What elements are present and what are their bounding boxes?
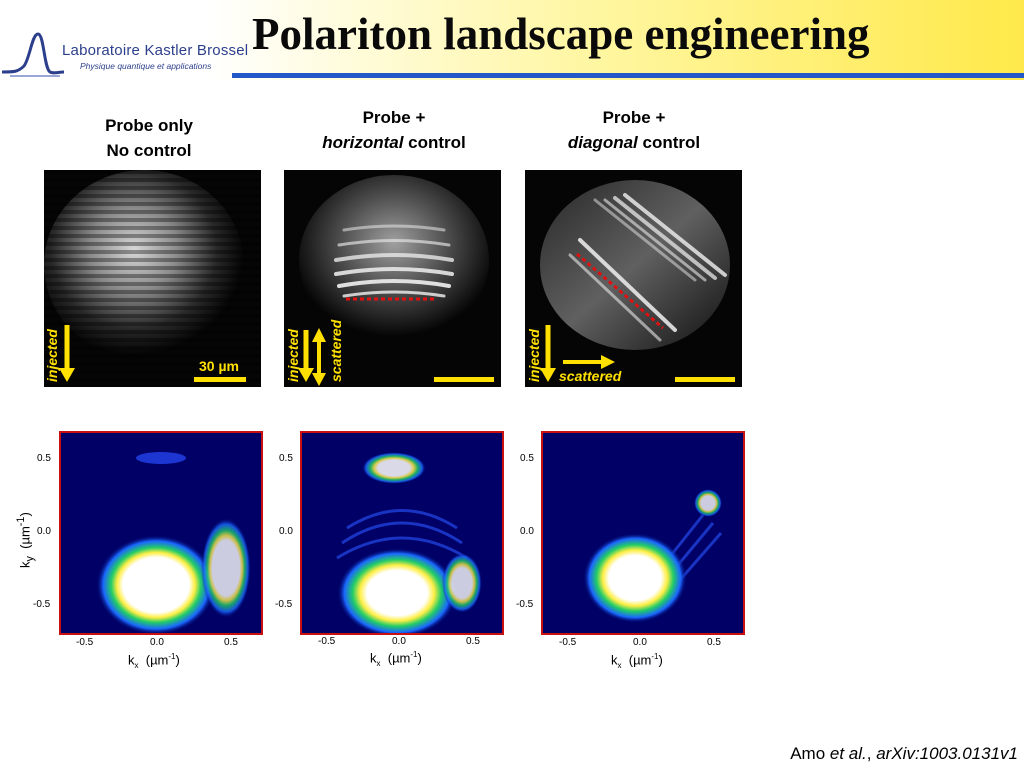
citation-etal: et al. (829, 744, 867, 763)
y-tick: 0.0 (37, 526, 51, 537)
x-tick: 0.5 (707, 637, 721, 648)
injected-label: injected (526, 329, 542, 382)
column-header-italic: diagonal (567, 133, 638, 152)
column-header-rest: control (403, 133, 466, 152)
slide-title: Polariton landscape engineering (252, 9, 870, 59)
injected-label: injected (285, 329, 301, 382)
real-space-image-horizontal-control: injected scattered (284, 170, 501, 387)
injected-arrow-icon (59, 325, 246, 382)
column-header-line1: Probe only (105, 116, 193, 135)
real-space-image-diagonal-control: injected scattered (525, 170, 742, 387)
column-header-diagonal-control: Probe + diagonal control (534, 105, 734, 155)
scattered-label: scattered (328, 319, 344, 382)
momentum-space-map-probe-only (59, 431, 263, 635)
y-tick: 0.0 (520, 526, 534, 537)
column-header-line2: No control (106, 141, 192, 160)
momentum-space-map-diagonal-control (541, 431, 745, 635)
x-axis-label: kx (µm-1) (611, 652, 663, 670)
x-tick: -0.5 (318, 636, 336, 647)
y-tick: -0.5 (275, 599, 293, 610)
citation-arxiv: arXiv:1003.0131v1 (876, 744, 1018, 763)
y-tick: -0.5 (516, 599, 534, 610)
header-banner (0, 0, 1024, 80)
citation-sep: , (866, 744, 877, 763)
y-tick: 0.5 (37, 453, 51, 464)
x-tick: 0.0 (392, 636, 406, 647)
lab-logo-subtitle: Physique quantique et applications (80, 61, 212, 71)
y-tick: 0.0 (279, 526, 293, 537)
x-tick: 0.0 (633, 637, 647, 648)
scale-bar (434, 377, 494, 382)
y-tick: 0.5 (520, 453, 534, 464)
x-axis-label: kx (µm-1) (128, 652, 180, 670)
injected-label: injected (44, 329, 60, 382)
x-tick: -0.5 (76, 637, 94, 648)
scale-bar-label: 30 µm (199, 358, 239, 374)
y-axis-label: ky (µm-1) (15, 512, 36, 568)
lab-logo-wave-icon (1, 32, 65, 77)
y-tick: -0.5 (33, 599, 51, 610)
header-rule (232, 73, 1024, 78)
real-space-image-probe-only: injected 30 µm (44, 170, 261, 387)
x-tick: 0.0 (150, 637, 164, 648)
column-header-probe-only: Probe only No control (49, 113, 249, 163)
lab-logo: Laboratoire Kastler Brossel Physique qua… (0, 28, 248, 92)
column-header-line1: Probe + (602, 108, 666, 127)
scale-bar (675, 377, 735, 382)
column-header-italic: horizontal (322, 133, 404, 152)
column-header-line1: Probe + (362, 108, 426, 127)
injected-scattered-arrows-icon (298, 328, 494, 386)
x-axis-label: kx (µm-1) (370, 650, 422, 668)
x-tick: 0.5 (466, 636, 480, 647)
column-header-horizontal-control: Probe + horizontal control (294, 105, 494, 155)
y-tick: 0.5 (279, 453, 293, 464)
column-header-rest: control (637, 133, 701, 152)
scattered-label: scattered (559, 368, 622, 384)
injected-scattered-arrows-icon (540, 325, 735, 382)
lab-logo-name: Laboratoire Kastler Brossel (62, 42, 249, 59)
citation-author: Amo (790, 744, 830, 763)
citation: Amo et al., arXiv:1003.0131v1 (790, 744, 1018, 764)
x-tick: 0.5 (224, 637, 238, 648)
scale-bar (194, 377, 246, 382)
x-tick: -0.5 (559, 637, 577, 648)
momentum-space-map-horizontal-control (300, 431, 504, 635)
